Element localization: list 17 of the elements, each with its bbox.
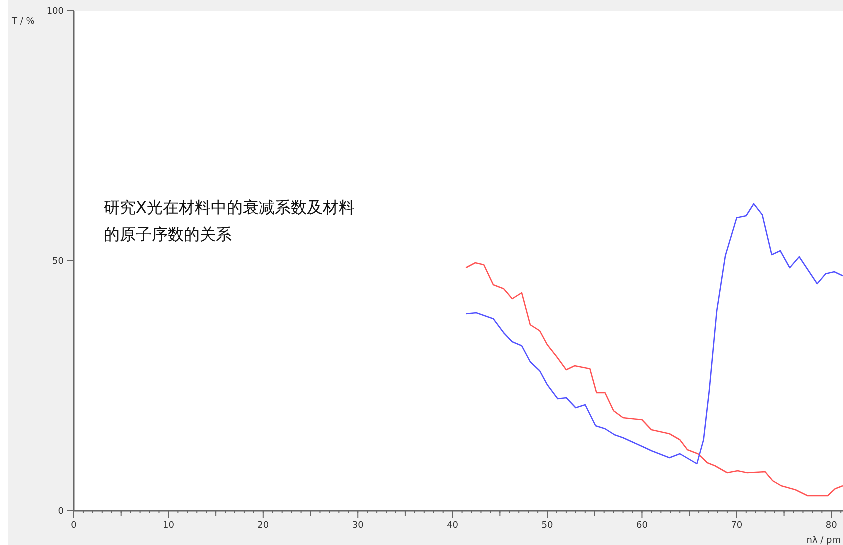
x-tick-label: 20 [258,521,270,531]
x-tick-label: 60 [636,521,648,531]
x-tick-label: 0 [71,521,78,531]
x-tick-label: 70 [731,521,743,531]
x-axis-title: nλ / pm [806,536,841,545]
y-tick-label: 0 [58,507,64,517]
y-tick-label: 50 [52,257,64,267]
x-tick-label: 30 [352,521,364,531]
line-series [465,203,843,465]
x-tick-label: 10 [162,521,175,531]
line-series [465,262,843,497]
y-tick-label: 100 [46,7,64,17]
x-tick-label: 80 [826,521,838,531]
y-axis-title: T / % [11,17,36,27]
x-tick-label: 40 [447,521,459,531]
annotation: 研究X光在材料中的衰减系数及材料的原子序数的关系 [104,198,355,244]
x-tick-label: 50 [542,521,554,531]
